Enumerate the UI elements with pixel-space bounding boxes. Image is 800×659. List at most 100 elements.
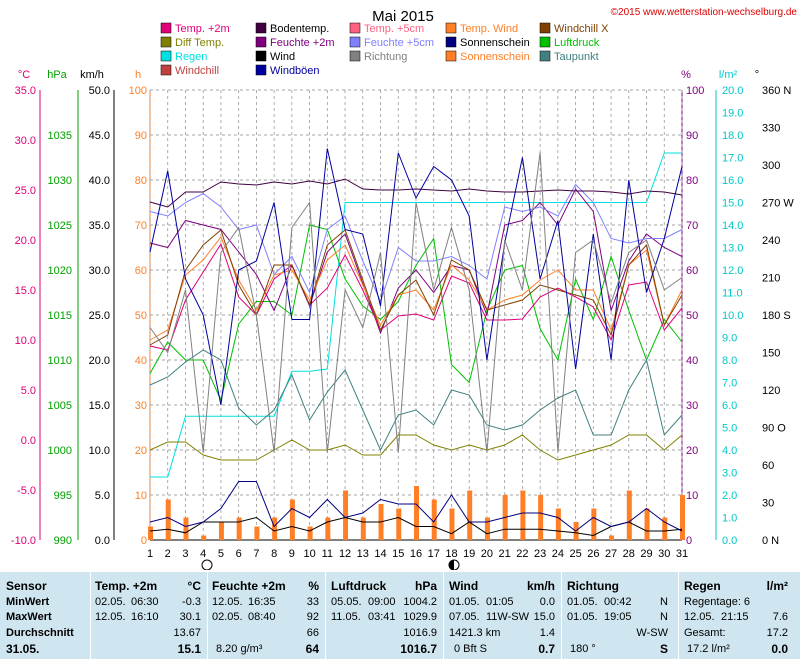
stats-temp: Temp. +2m °C 02.05. 06:30 -0.3 12.05. 16:10 3…: [90, 572, 207, 659]
x-tick-23: 23: [534, 548, 546, 560]
legend-label-temp-5cm: Temp. +5cm: [364, 23, 424, 35]
tick-kmh-9: 5.0: [95, 490, 110, 502]
legend-label-sonnenschein: Sonnenschein: [460, 51, 530, 63]
x-tick-22: 22: [516, 548, 528, 560]
tick-hpa-5: 1010: [48, 355, 72, 367]
tick-deg-6: 180 S: [762, 310, 791, 322]
wind-max-date: 07.05.: [449, 611, 480, 623]
x-tick-20: 20: [481, 548, 493, 560]
x-tick-6: 6: [236, 548, 242, 560]
stats-sensor: Sensor MinWert MaxWert Durchschnitt 31.0…: [0, 572, 90, 659]
tick-kmh-7: 15.0: [89, 400, 110, 412]
dir-title: Richtung: [567, 579, 619, 593]
chart-title: Mai 2015: [372, 8, 434, 25]
bar-sonnenschein-17: [431, 499, 437, 540]
stats-humidity: Feuchte +2m% 12.05. 16:35 33 02.05. 08:40 92…: [207, 572, 325, 659]
tick-hpa-4: 1015: [48, 310, 72, 322]
dir-max-val: N: [660, 611, 668, 623]
wind-dist: 1421.3 km: [449, 627, 501, 639]
bar-sonnenschein-26: [591, 508, 597, 540]
bar-sonnenschein-15: [396, 508, 402, 540]
series-richtung: [149, 152, 683, 453]
tick-pct-3: 70: [686, 220, 698, 232]
wind-min-time: 01:05: [486, 596, 514, 608]
x-tick-12: 12: [339, 548, 351, 560]
row-date-label: 31.05.: [6, 642, 40, 656]
tick-pct-1: 90: [686, 130, 698, 142]
legend-swatch-luftdruck: [539, 36, 551, 48]
press-max-date: 11.05.: [331, 611, 361, 623]
bar-sonnenschein-5: [218, 522, 224, 540]
x-tick-4: 4: [200, 548, 206, 560]
temp-today: 15.1: [177, 642, 201, 656]
tick-h-8: 20: [135, 445, 147, 457]
axis-title-hpa: hPa: [47, 69, 67, 81]
bar-sonnenschein-3: [183, 517, 189, 540]
x-axis-ticks: 1 2 3 4 5 6 7 8 9 10 11 12 13 14 15 16 17 18 19 20 21 22 23 24 2…: [147, 548, 688, 560]
series-windb-en: [149, 148, 683, 406]
wind-min-date: 01.05.: [449, 596, 480, 608]
legend-label-temp-wind: Temp. Wind: [460, 23, 518, 35]
tick-lm2-13: 7.0: [722, 378, 737, 390]
wind-bft: 0 Bft S: [454, 643, 488, 655]
press-min-date: 05.05.: [331, 596, 362, 608]
bar-sonnenschein-4: [201, 535, 207, 540]
tick-deg-3: 270 W: [762, 198, 794, 210]
x-tick-31: 31: [676, 548, 688, 560]
bar-sonnenschein-20: [484, 517, 490, 540]
temp-max-time: 16:10: [131, 611, 159, 623]
axis-title-temp: °C: [18, 69, 30, 81]
press-today: 1016.7: [400, 642, 437, 656]
x-tick-3: 3: [182, 548, 188, 560]
legend-label-sonnenschein: Sonnenschein: [460, 37, 530, 49]
x-tick-28: 28: [623, 548, 635, 560]
legend-swatch-feuchte-5cm: [349, 36, 361, 48]
full-moon-icon: [201, 559, 213, 570]
legend-label-wind: Wind: [270, 51, 295, 63]
tick-lm2-0: 20.0: [722, 85, 743, 97]
tick-lm2-2: 18.0: [722, 130, 743, 142]
tick-deg-10: 60: [762, 460, 774, 472]
tick-lm2-3: 17.0: [722, 153, 743, 165]
rain-today-sum: 17.2 l/m²: [687, 643, 730, 655]
dir-max-time: 19:05: [604, 611, 632, 623]
temp-max-date: 12.05.: [95, 611, 126, 623]
stats-wind: Wind km/h 01.05. 01:05 0.0 07.05. 11W-SW 15.0…: [443, 572, 561, 659]
bar-sonnenschein-1: [148, 526, 153, 540]
press-title: Luftdruck: [331, 579, 387, 593]
tick-pct-2: 80: [686, 175, 698, 187]
tick-pct-8: 20: [686, 445, 698, 457]
tick-kmh-1: 45.0: [89, 130, 110, 142]
press-max-time: 03:41: [368, 611, 396, 623]
x-tick-13: 13: [357, 548, 369, 560]
dir-today: S: [659, 642, 668, 656]
bar-sonnenschein-29: [644, 508, 650, 540]
dir-max-date: 01.05.: [567, 611, 598, 623]
legend-swatch-diff-temp: [160, 36, 172, 48]
hum-min-date: 12.05.: [212, 596, 243, 608]
tick-temp-4: 15.0: [15, 285, 36, 297]
series-bodentemp: [149, 178, 683, 208]
grid: [149, 89, 683, 541]
tick-h-10: 0: [141, 535, 147, 547]
tick-pct-5: 50: [686, 310, 698, 322]
tick-lm2-15: 5.0: [722, 423, 737, 435]
tick-deg-5: 210: [762, 273, 780, 285]
bar-sonnenschein-10: [307, 526, 313, 540]
series-diff-temp: [149, 434, 683, 461]
press-avg: 1016.9: [403, 627, 437, 639]
tick-hpa-6: 1005: [48, 400, 72, 412]
tick-h-1: 90: [135, 130, 147, 142]
dir-today-deg: 180 °: [570, 643, 596, 655]
series-luftdruck: [149, 224, 683, 403]
bar-sonnenschein-13: [360, 517, 366, 540]
half-moon-shade: [449, 560, 454, 570]
bar-sonnenschein-28: [626, 490, 632, 540]
legend-swatch-richtung: [349, 50, 361, 62]
bar-sonnenschein-16: [414, 486, 419, 540]
row-avg-label: Durchschnitt: [6, 627, 74, 639]
tick-h-7: 30: [135, 400, 147, 412]
tick-hpa-7: 1000: [48, 445, 72, 457]
tick-pct-6: 40: [686, 355, 698, 367]
tick-kmh-10: 0.0: [95, 535, 110, 547]
